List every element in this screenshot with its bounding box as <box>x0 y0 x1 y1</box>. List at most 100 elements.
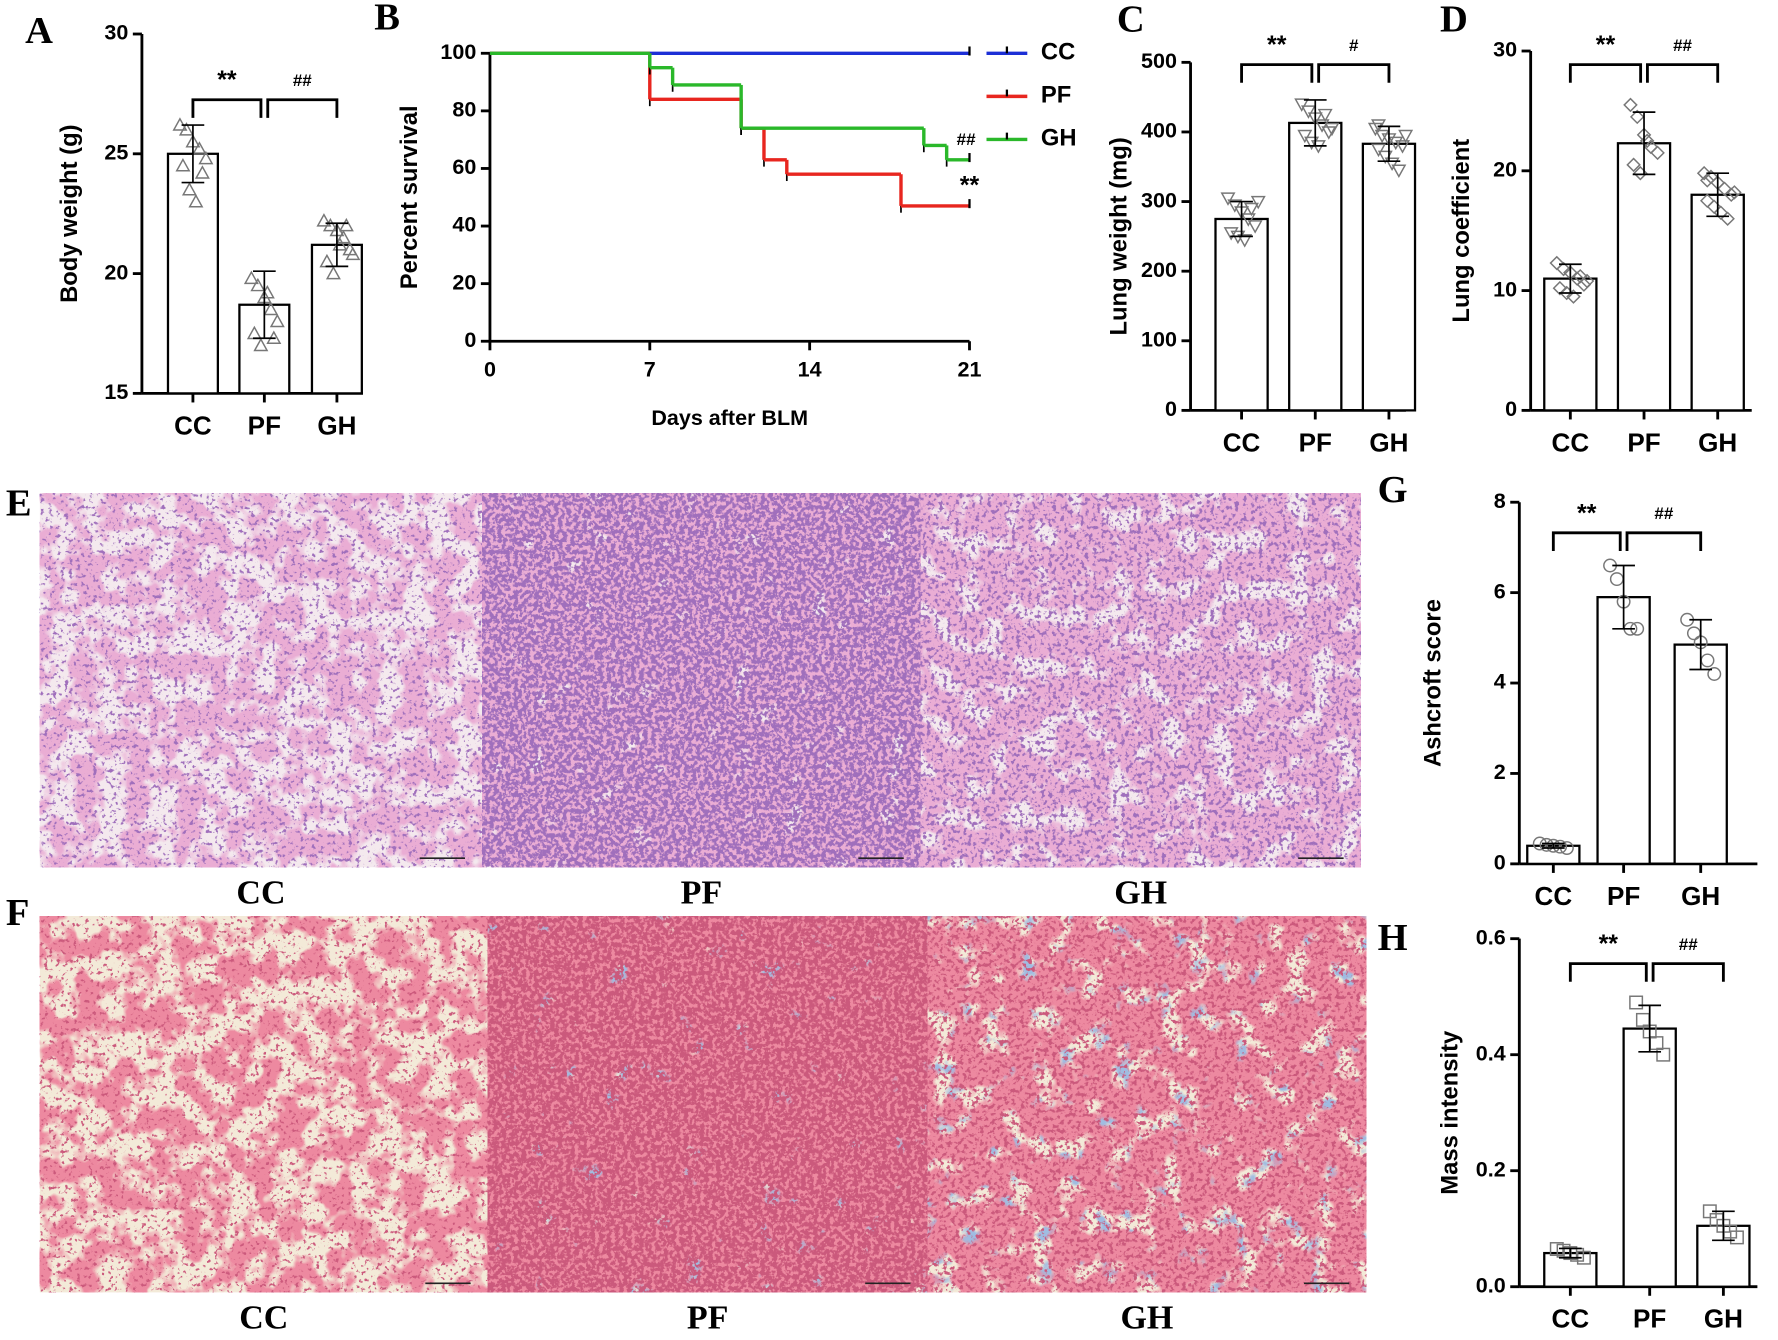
x-tick-label: CC <box>174 410 212 440</box>
y-tick-label: 60 <box>452 155 476 179</box>
data-point <box>335 229 351 244</box>
data-point <box>1384 157 1400 172</box>
y-tick-label: 300 <box>1141 188 1177 212</box>
significance-label: ## <box>1679 935 1698 954</box>
y-tick-label: 2 <box>1494 760 1506 784</box>
significance-label: # <box>1349 36 1359 55</box>
data-point <box>1656 1047 1671 1062</box>
data-point <box>1237 234 1253 248</box>
data-point <box>1367 122 1383 137</box>
y-tick-label: 400 <box>1141 119 1177 143</box>
significance-bracket <box>1625 531 1703 551</box>
y-tick-label: 100 <box>1141 327 1177 351</box>
y-tick-label: 0.6 <box>1476 925 1506 949</box>
data-point <box>1635 1012 1650 1027</box>
data-point <box>316 213 332 227</box>
significance-label: ## <box>1654 504 1673 523</box>
significance-bracket <box>1568 962 1648 982</box>
data-point <box>1391 164 1407 178</box>
data-point <box>194 165 210 179</box>
data-point <box>1700 173 1715 188</box>
y-tick-label: 0 <box>464 328 476 352</box>
y-tick-label: 0.2 <box>1476 1157 1506 1181</box>
significance-bracket <box>1651 962 1725 982</box>
data-point <box>322 217 338 232</box>
y-tick-label: 0.0 <box>1476 1273 1506 1297</box>
data-point <box>1579 273 1595 289</box>
x-tick-label: 7 <box>644 357 656 381</box>
y-axis-label: Percent survival <box>396 105 423 289</box>
y-tick-label: 20 <box>104 260 128 284</box>
y-tick-label: 15 <box>104 380 128 404</box>
y-tick-label: 4 <box>1494 670 1506 694</box>
bar <box>1616 142 1672 412</box>
x-tick-label: GH <box>317 410 356 440</box>
data-point <box>1549 255 1565 271</box>
y-tick-label: 40 <box>452 213 476 237</box>
data-point <box>1572 268 1588 284</box>
data-point <box>1639 133 1655 149</box>
x-tick-label: PF <box>1299 427 1332 457</box>
x-tick-label: GH <box>1369 427 1408 457</box>
y-axis-label: Lung coefficient <box>1448 139 1475 323</box>
significance-label: ## <box>957 130 976 149</box>
data-point <box>1240 213 1256 227</box>
x-tick-label: CC <box>1552 1304 1590 1334</box>
y-tick-label: 10 <box>1493 277 1517 301</box>
bar <box>1596 596 1651 865</box>
image-label: PF <box>681 874 723 911</box>
data-point <box>243 270 259 285</box>
image-label: CC <box>236 874 285 911</box>
data-point <box>1729 1230 1744 1245</box>
data-point <box>1395 140 1410 154</box>
data-point <box>1696 165 1712 181</box>
data-point <box>1297 129 1313 144</box>
y-tick-label: 20 <box>1493 157 1517 181</box>
data-point <box>338 217 354 232</box>
data-point <box>1317 108 1333 123</box>
data-point <box>1707 667 1722 681</box>
data-point <box>1686 626 1701 641</box>
y-axis-label: Lung weight (mg) <box>1106 137 1133 335</box>
y-tick-label: 0.4 <box>1476 1041 1506 1065</box>
significance-bracket <box>266 98 339 118</box>
x-tick-label: GH <box>1698 427 1737 457</box>
y-tick-label: 30 <box>1493 38 1517 62</box>
significance-bracket <box>1551 531 1622 551</box>
y-tick-label: 30 <box>104 21 128 45</box>
data-point <box>1398 129 1414 144</box>
data-point <box>1300 105 1316 119</box>
panel-letter: H <box>1378 917 1408 959</box>
bar <box>1214 217 1269 412</box>
significance-bracket <box>191 98 263 118</box>
y-tick-label: 0 <box>1165 397 1177 421</box>
data-point <box>325 265 341 280</box>
data-point <box>181 181 197 196</box>
bar <box>1288 121 1343 412</box>
data-point <box>1223 227 1239 241</box>
bar <box>1361 142 1417 412</box>
significance-label: ** <box>1577 499 1597 527</box>
data-point <box>1371 143 1387 158</box>
data-point <box>1250 195 1266 210</box>
nuclei-texture <box>482 493 921 868</box>
panel-letter: G <box>1378 469 1408 511</box>
nuclei-texture <box>927 916 1367 1293</box>
panel-letter: E <box>6 483 32 525</box>
panel-letter: B <box>374 0 400 38</box>
y-tick-label: 100 <box>440 40 476 64</box>
data-point <box>1314 119 1330 133</box>
x-tick-label: 14 <box>798 357 822 381</box>
significance-bracket <box>1317 63 1391 83</box>
bar <box>310 243 363 395</box>
bar <box>1622 1027 1677 1288</box>
y-tick-label: 80 <box>452 98 476 122</box>
x-tick-label: GH <box>1704 1304 1743 1334</box>
data-point <box>198 150 214 165</box>
significance-bracket <box>1646 63 1720 83</box>
bar <box>1543 277 1598 412</box>
x-tick-label: PF <box>1607 881 1640 911</box>
y-axis-label: Mass intensity <box>1437 1030 1464 1195</box>
